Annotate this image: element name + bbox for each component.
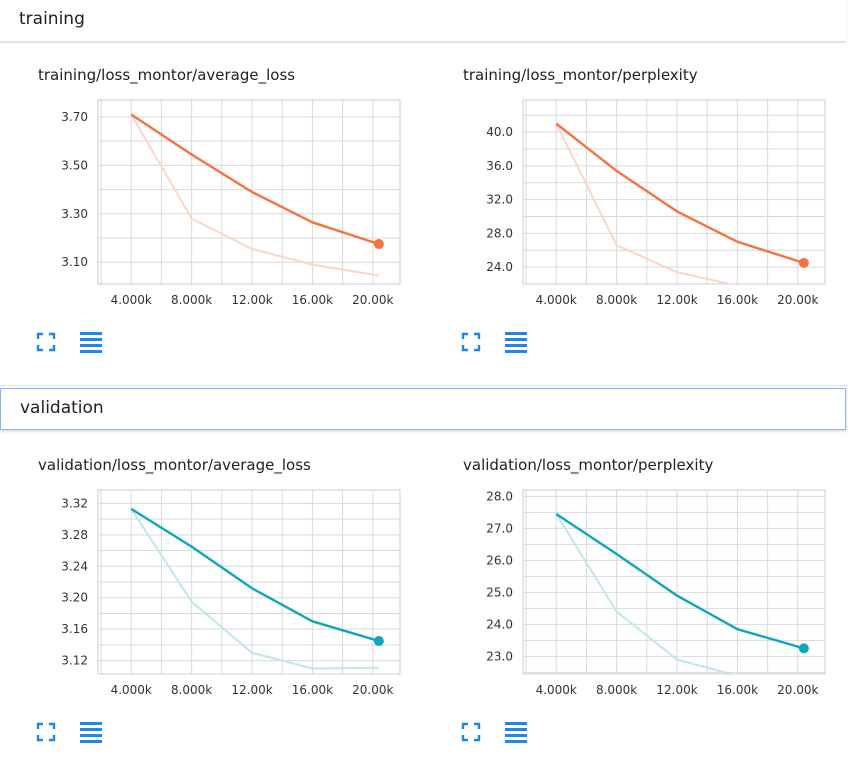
data-table-icon[interactable]	[504, 720, 528, 744]
section-header-training[interactable]: training	[0, 0, 846, 42]
raw-series-line	[130, 113, 380, 277]
y-tick-label: 3.16	[61, 622, 88, 636]
raw-series-line	[130, 508, 379, 670]
y-tick-label: 3.12	[61, 654, 88, 668]
y-tick-label: 3.10	[61, 255, 88, 269]
section-title: validation	[20, 398, 104, 418]
y-tick-label: 28.0	[486, 226, 513, 240]
x-tick-label: 4.000k	[111, 293, 152, 307]
y-tick-label: 26.0	[486, 553, 513, 567]
section-title: training	[19, 9, 85, 29]
section-divider	[0, 385, 848, 386]
x-tick-label: 16.00k	[292, 293, 333, 307]
y-tick-label: 3.20	[61, 591, 88, 605]
y-tick-label: 32.0	[486, 193, 513, 207]
x-tick-label: 4.000k	[536, 683, 577, 697]
data-table-icon[interactable]	[79, 330, 103, 354]
last-point-marker	[798, 643, 809, 654]
plot-frame	[97, 99, 401, 285]
x-tick-label: 8.000k	[171, 293, 212, 307]
x-tick-label: 20.00k	[777, 293, 818, 307]
y-tick-label: 3.28	[61, 528, 88, 542]
x-tick-label: 16.00k	[292, 683, 333, 697]
x-tick-label: 20.00k	[352, 293, 393, 307]
chart-card-validation-perplexity: validation/loss_montor/perplexity 4.000k…	[425, 440, 835, 770]
y-tick-label: 3.70	[61, 110, 88, 124]
y-tick-label: 3.50	[61, 158, 88, 172]
smoothed-series-line	[130, 113, 380, 246]
fullscreen-icon[interactable]	[35, 721, 57, 743]
chart-title: validation/loss_montor/average_loss	[38, 456, 311, 474]
y-tick-label: 24.0	[486, 260, 513, 274]
plot-frame	[522, 99, 826, 285]
y-tick-label: 23.0	[486, 649, 513, 663]
data-table-icon-glyph	[80, 722, 102, 743]
y-tick-label: 3.32	[61, 496, 88, 510]
data-table-icon[interactable]	[79, 720, 103, 744]
data-table-icon-glyph	[505, 332, 527, 353]
y-tick-label: 27.0	[486, 521, 513, 535]
y-tick-label: 40.0	[486, 125, 513, 139]
x-tick-label: 12.00k	[231, 683, 272, 697]
chart-svg: 4.000k 8.000k 12.00k 16.00k 20.00k 3.10 3.30 3.…	[61, 99, 401, 307]
fullscreen-icon-glyph	[36, 722, 56, 742]
data-table-icon[interactable]	[504, 330, 528, 354]
last-point-marker	[798, 257, 809, 268]
x-tick-label: 20.00k	[352, 683, 393, 697]
fullscreen-icon-glyph	[461, 332, 481, 352]
plot-frame	[522, 489, 826, 675]
smoothed-series-line	[130, 507, 380, 643]
smoothed-series-line	[555, 122, 805, 265]
chart-card-validation-average-loss: validation/loss_montor/average_loss 4.00…	[0, 440, 410, 770]
fullscreen-icon[interactable]	[35, 331, 57, 353]
y-tick-label: 36.0	[486, 159, 513, 173]
x-tick-label: 16.00k	[717, 683, 758, 697]
x-tick-label: 8.000k	[171, 683, 212, 697]
chart-svg: 4.000k 8.000k 12.00k 16.00k 20.00k 24.0 28.0 32…	[486, 99, 826, 307]
fullscreen-icon[interactable]	[460, 331, 482, 353]
raw-series-line	[555, 513, 736, 674]
x-tick-label: 12.00k	[656, 293, 697, 307]
y-tick-label: 25.0	[486, 585, 513, 599]
fullscreen-icon[interactable]	[460, 721, 482, 743]
y-tick-label: 28.0	[486, 489, 513, 503]
chart-svg: 4.000k 8.000k 12.00k 16.00k 20.00k 23.0 24.0 25…	[486, 489, 826, 697]
section-header-validation[interactable]: validation	[0, 388, 846, 430]
raw-series-line	[555, 123, 735, 284]
chart-title: training/loss_montor/average_loss	[38, 66, 296, 84]
chart-card-training-average-loss: training/loss_montor/average_loss 4.000k…	[0, 50, 410, 380]
x-tick-label: 20.00k	[777, 683, 818, 697]
plot-frame	[97, 489, 401, 675]
fullscreen-icon-glyph	[36, 332, 56, 352]
last-point-marker	[373, 239, 384, 250]
y-tick-label: 24.0	[486, 617, 513, 631]
chart-title: validation/loss_montor/perplexity	[463, 456, 714, 474]
x-tick-label: 8.000k	[596, 683, 637, 697]
fullscreen-icon-glyph	[461, 722, 481, 742]
x-tick-label: 8.000k	[596, 293, 637, 307]
x-tick-label: 4.000k	[536, 293, 577, 307]
chart-svg: 4.000k 8.000k 12.00k 16.00k 20.00k 3.12 3.16 3.…	[61, 489, 401, 697]
y-tick-label: 3.24	[61, 559, 88, 573]
x-tick-label: 16.00k	[717, 293, 758, 307]
x-tick-label: 4.000k	[111, 683, 152, 697]
y-tick-label: 3.30	[61, 207, 88, 221]
smoothed-series-line	[555, 512, 805, 650]
x-tick-label: 12.00k	[656, 683, 697, 697]
last-point-marker	[373, 635, 384, 646]
chart-title: training/loss_montor/perplexity	[463, 66, 698, 84]
x-tick-label: 12.00k	[231, 293, 272, 307]
data-table-icon-glyph	[505, 722, 527, 743]
chart-card-training-perplexity: training/loss_montor/perplexity 4.000k 8.…	[425, 50, 835, 380]
data-table-icon-glyph	[80, 332, 102, 353]
